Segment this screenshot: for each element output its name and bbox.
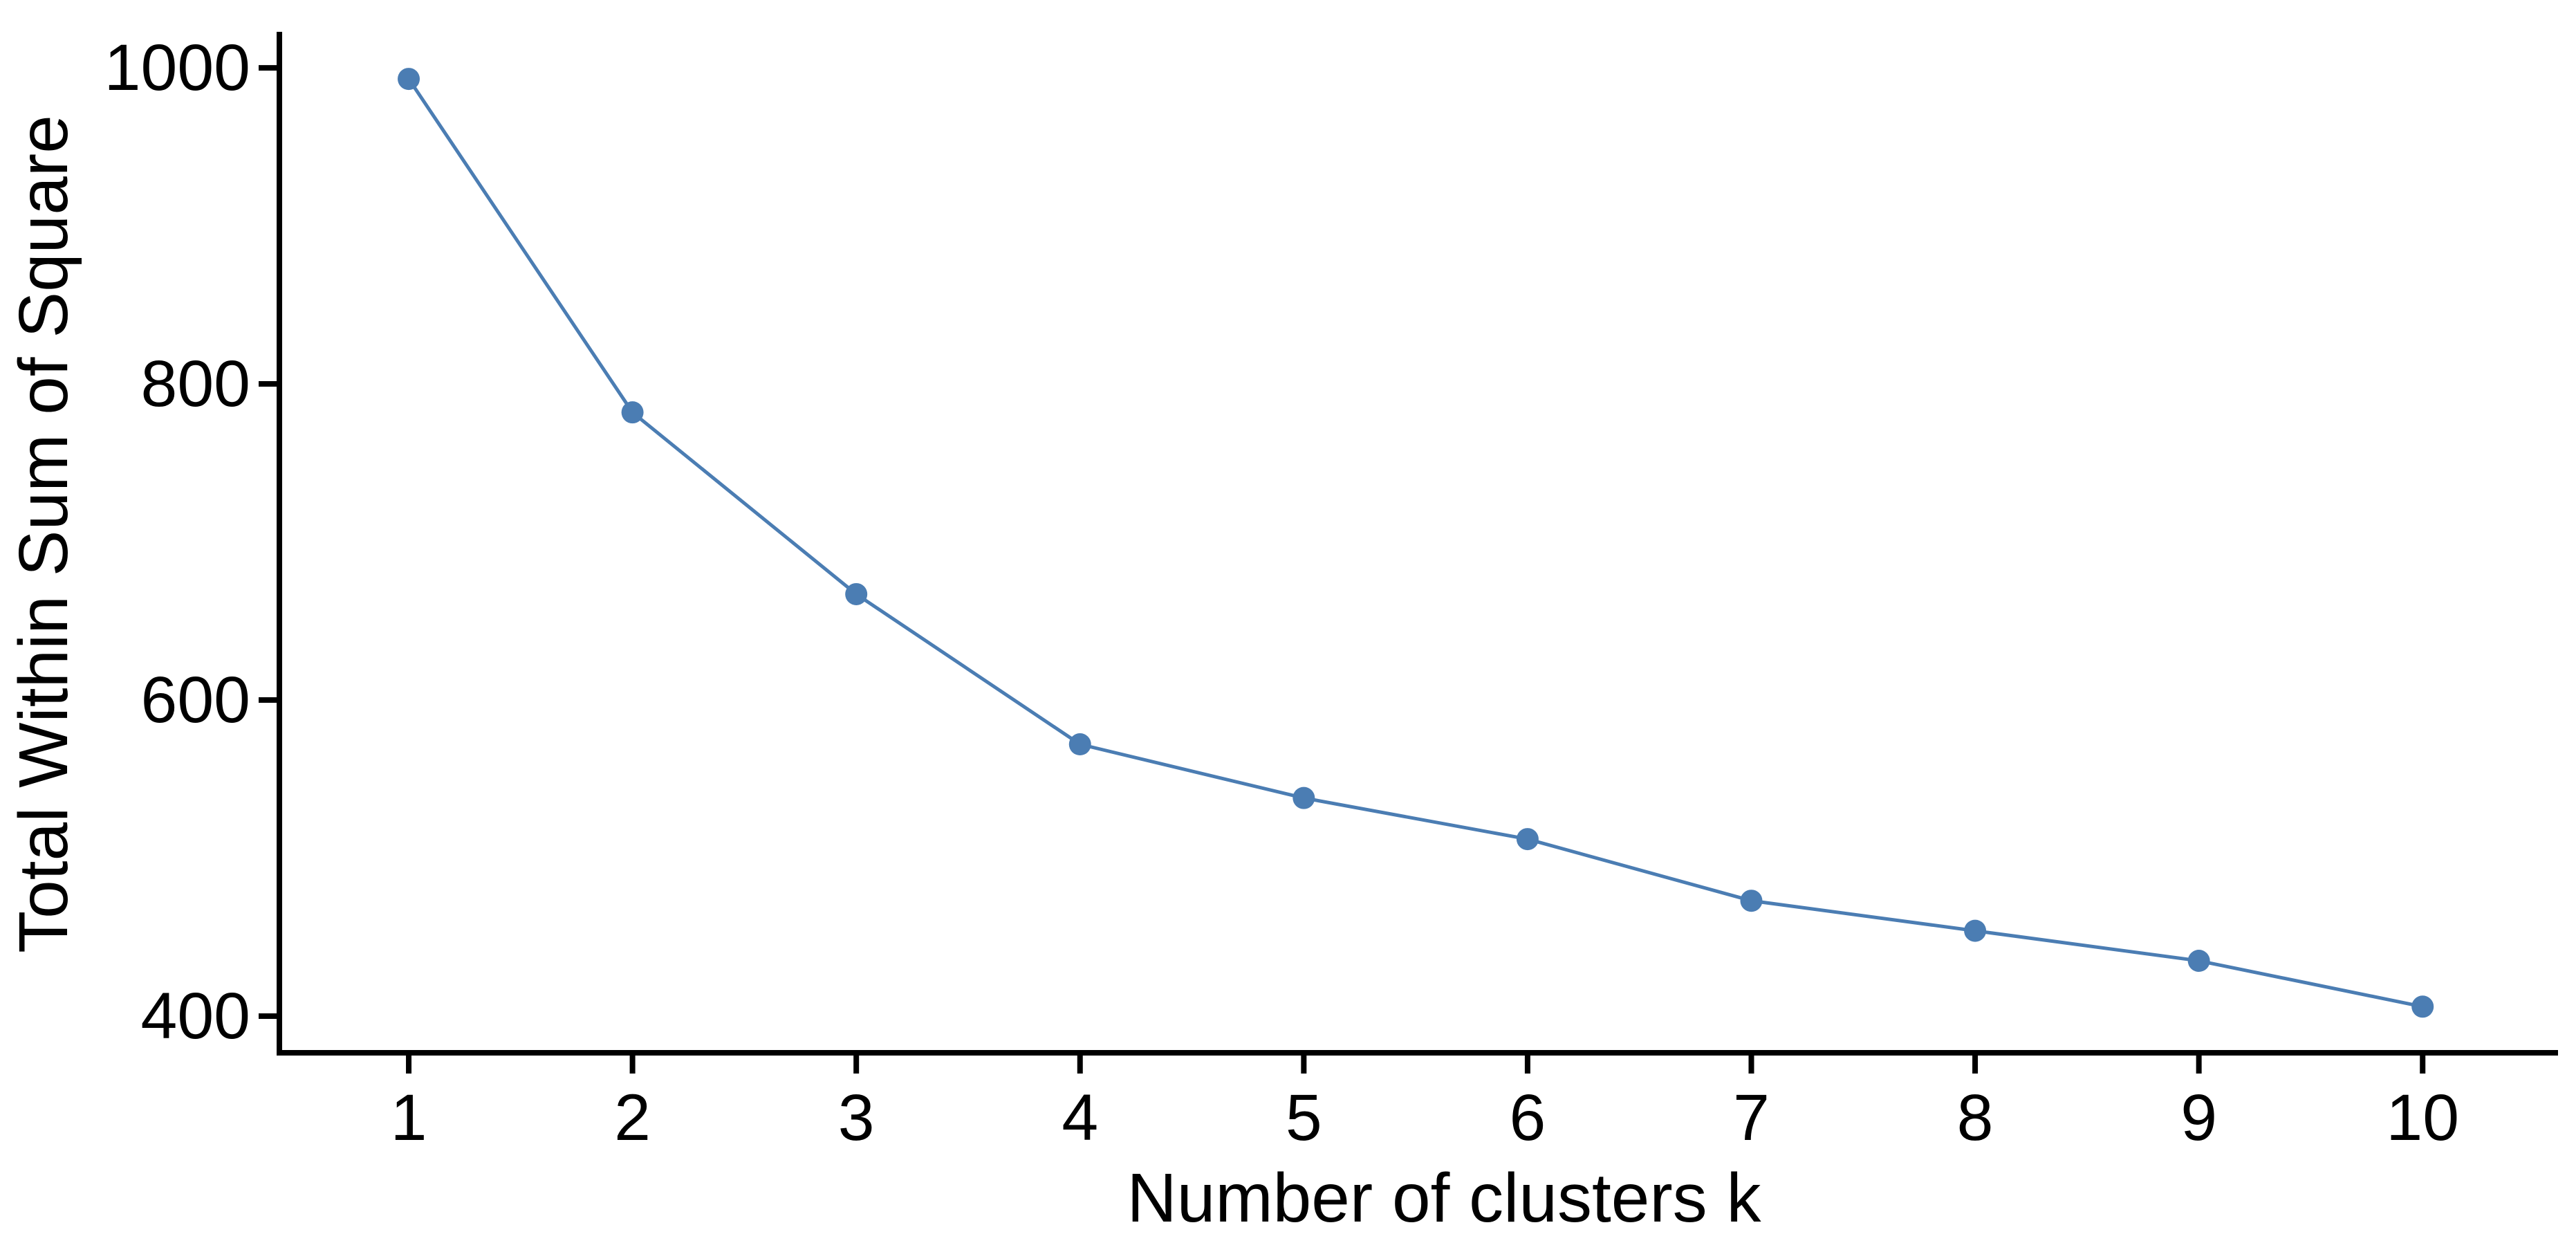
x-tick-label: 8 — [1956, 1081, 1994, 1154]
y-tick-label: 1000 — [104, 31, 250, 105]
y-tick-label: 600 — [140, 663, 250, 737]
data-point — [1292, 786, 1315, 809]
x-axis-title: Number of clusters k — [1127, 1159, 1761, 1237]
x-tick-label: 7 — [1733, 1081, 1770, 1154]
x-tick-label: 2 — [614, 1081, 651, 1154]
data-point — [398, 68, 420, 91]
data-point — [1740, 890, 1763, 912]
data-point — [1516, 828, 1539, 851]
y-axis-title: Total Within Sum of Square — [5, 115, 82, 953]
data-point — [2187, 950, 2210, 973]
data-point — [2411, 995, 2434, 1018]
data-point — [1964, 919, 1987, 942]
x-tick-label: 1 — [390, 1081, 427, 1154]
data-point — [621, 401, 644, 424]
x-tick-label: 3 — [837, 1081, 875, 1154]
x-tick-label: 5 — [1285, 1081, 1322, 1154]
data-line — [407, 77, 2423, 1009]
data-point — [1068, 733, 1091, 756]
y-tick-label: 800 — [140, 347, 250, 421]
y-tick-label: 400 — [140, 979, 250, 1053]
x-tick-label: 4 — [1062, 1081, 1099, 1154]
x-tick-label: 9 — [2180, 1081, 2218, 1154]
data-point — [845, 582, 868, 605]
x-tick-label: 10 — [2386, 1081, 2460, 1154]
x-tick-label: 6 — [1509, 1081, 1546, 1154]
